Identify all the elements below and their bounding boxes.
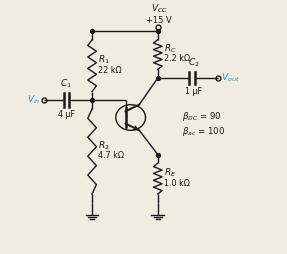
Text: $C_2$: $C_2$ bbox=[188, 56, 199, 69]
Text: 1.0 kΩ: 1.0 kΩ bbox=[164, 179, 190, 187]
Text: $V_{out}$: $V_{out}$ bbox=[221, 72, 240, 84]
Text: 1 μF: 1 μF bbox=[185, 87, 202, 96]
Text: 4 μF: 4 μF bbox=[58, 110, 75, 119]
Text: 22 kΩ: 22 kΩ bbox=[98, 66, 122, 75]
Text: $C_1$: $C_1$ bbox=[61, 78, 72, 90]
Text: $\beta_{DC}$ = 90: $\beta_{DC}$ = 90 bbox=[182, 110, 222, 123]
Text: $R_2$: $R_2$ bbox=[98, 140, 110, 152]
Text: 2.2 kΩ: 2.2 kΩ bbox=[164, 54, 190, 64]
Text: +15 V: +15 V bbox=[146, 16, 172, 25]
Text: $R_1$: $R_1$ bbox=[98, 53, 110, 66]
Text: $\beta_{ac}$ = 100: $\beta_{ac}$ = 100 bbox=[182, 124, 226, 138]
Text: 4.7 kΩ: 4.7 kΩ bbox=[98, 151, 124, 160]
Text: $V_{in}$: $V_{in}$ bbox=[27, 94, 40, 106]
Text: $R_E$: $R_E$ bbox=[164, 167, 176, 179]
Text: $V_{CC}$: $V_{CC}$ bbox=[151, 3, 168, 15]
Text: $R_C$: $R_C$ bbox=[164, 43, 177, 55]
